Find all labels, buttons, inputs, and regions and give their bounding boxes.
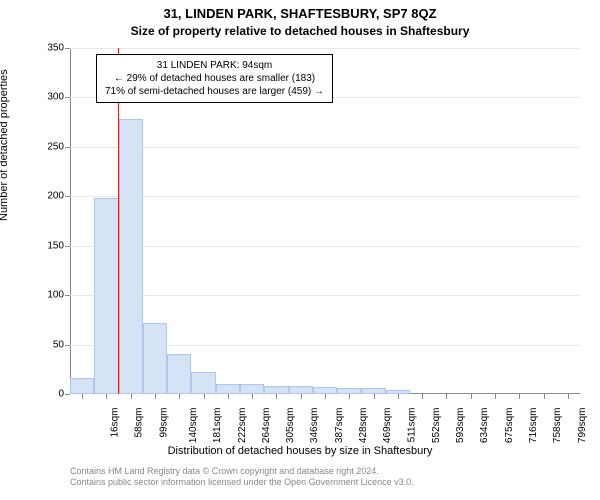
ytick <box>65 394 70 395</box>
xtick <box>276 394 277 399</box>
xtick <box>446 394 447 399</box>
ytick <box>65 196 70 197</box>
xtick-label: 346sqm <box>310 408 321 444</box>
page-subtitle: Size of property relative to detached ho… <box>0 24 600 38</box>
xtick <box>349 394 350 399</box>
bar <box>119 119 143 394</box>
xtick <box>519 394 520 399</box>
bar <box>240 384 264 394</box>
xtick-label: 181sqm <box>212 408 223 444</box>
xtick <box>179 394 180 399</box>
infobox-line1: 31 LINDEN PARK: 94sqm <box>105 59 324 72</box>
attribution-text: Contains HM Land Registry data © Crown c… <box>70 466 580 489</box>
bar <box>143 323 167 394</box>
bar <box>313 387 337 394</box>
xtick-label: 99sqm <box>158 408 169 438</box>
info-box: 31 LINDEN PARK: 94sqm ← 29% of detached … <box>96 54 333 103</box>
gridline <box>70 295 580 296</box>
xtick <box>228 394 229 399</box>
xtick-label: 16sqm <box>110 408 121 438</box>
xtick <box>82 394 83 399</box>
xtick <box>374 394 375 399</box>
xtick <box>495 394 496 399</box>
xtick-label: 428sqm <box>358 408 369 444</box>
ytick-label: 350 <box>24 43 64 54</box>
gridline <box>70 196 580 197</box>
xtick <box>155 394 156 399</box>
x-axis-title: Distribution of detached houses by size … <box>0 445 600 457</box>
ytick <box>65 48 70 49</box>
xtick <box>544 394 545 399</box>
ytick-label: 250 <box>24 141 64 152</box>
y-axis-title: Number of detached properties <box>0 69 10 221</box>
ytick <box>65 97 70 98</box>
xtick <box>301 394 302 399</box>
xtick-label: 469sqm <box>382 408 393 444</box>
xtick-label: 716sqm <box>528 408 539 444</box>
ytick-label: 50 <box>24 339 64 350</box>
xtick-label: 552sqm <box>431 408 442 444</box>
ytick <box>65 147 70 148</box>
xtick <box>204 394 205 399</box>
xtick-label: 799sqm <box>577 408 588 444</box>
page-title: 31, LINDEN PARK, SHAFTESBURY, SP7 8QZ <box>0 6 600 21</box>
y-axis-line <box>70 48 71 394</box>
xtick <box>252 394 253 399</box>
attribution-line1: Contains HM Land Registry data © Crown c… <box>70 466 580 477</box>
xtick-label: 58sqm <box>134 408 145 438</box>
bar <box>167 354 191 394</box>
xtick <box>325 394 326 399</box>
bar <box>94 198 118 394</box>
xtick-label: 511sqm <box>406 408 417 443</box>
xtick-label: 593sqm <box>455 408 466 444</box>
xtick <box>398 394 399 399</box>
xtick <box>422 394 423 399</box>
gridline <box>70 246 580 247</box>
ytick-label: 150 <box>24 240 64 251</box>
ytick <box>65 295 70 296</box>
ytick-label: 100 <box>24 290 64 301</box>
xtick-label: 140sqm <box>188 408 199 444</box>
xtick-label: 675sqm <box>504 408 515 444</box>
bar <box>289 386 313 394</box>
ytick <box>65 345 70 346</box>
bar <box>70 378 94 394</box>
xtick <box>106 394 107 399</box>
infobox-line2: ← 29% of detached houses are smaller (18… <box>105 72 324 85</box>
xtick-label: 634sqm <box>480 408 491 444</box>
xtick-label: 758sqm <box>552 408 563 444</box>
ytick-label: 200 <box>24 191 64 202</box>
xtick-label: 264sqm <box>261 408 272 444</box>
xtick <box>471 394 472 399</box>
infobox-line3: 71% of semi-detached houses are larger (… <box>105 85 324 98</box>
attribution-line2: Contains public sector information licen… <box>70 477 580 488</box>
bar <box>264 386 288 394</box>
ytick-label: 0 <box>24 389 64 400</box>
xtick <box>568 394 569 399</box>
ytick-label: 300 <box>24 92 64 103</box>
xtick-label: 305sqm <box>285 408 296 444</box>
gridline <box>70 48 580 49</box>
bar <box>191 372 215 394</box>
xtick <box>131 394 132 399</box>
xtick-label: 387sqm <box>334 408 345 444</box>
ytick <box>65 246 70 247</box>
xtick-label: 222sqm <box>237 408 248 444</box>
bar <box>216 384 240 394</box>
gridline <box>70 147 580 148</box>
